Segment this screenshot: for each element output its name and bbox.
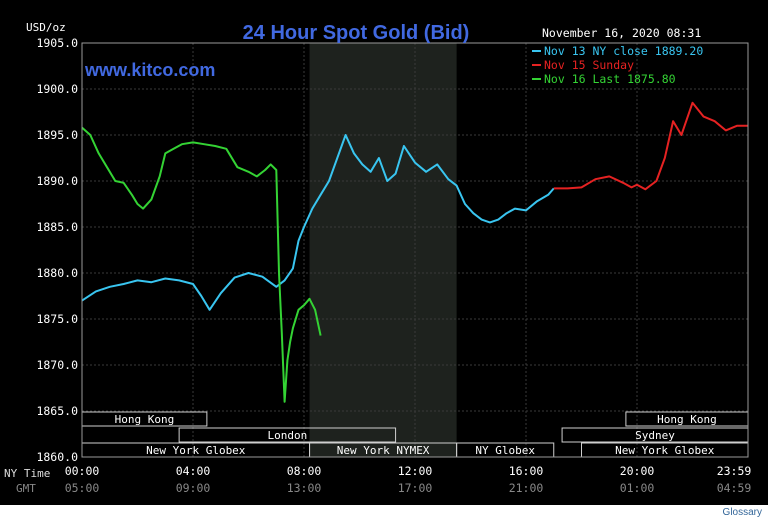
session-label: New York NYMEX — [337, 444, 430, 457]
x-tick-label-gmt: 04:59 — [717, 481, 752, 495]
gmt-label: GMT — [16, 482, 36, 495]
session-label: Hong Kong — [115, 413, 175, 426]
y-tick-label: 1870.0 — [36, 358, 78, 372]
glossary-link[interactable]: Glossary — [723, 507, 762, 517]
y-tick-label: 1905.0 — [36, 36, 78, 50]
session-label: London — [267, 429, 307, 442]
legend-entry: Nov 15 Sunday — [544, 58, 634, 72]
timestamp: November 16, 2020 08:31 — [542, 26, 701, 40]
price-series — [81, 101, 748, 403]
x-tick-label-gmt: 05:00 — [65, 481, 100, 495]
session-bars: Hong Kong Hong Kong London Sydney New York G… — [81, 411, 749, 458]
series-line — [81, 126, 322, 403]
plot-border — [81, 42, 749, 458]
x-tick-label-gmt: 13:00 — [287, 481, 322, 495]
x-tick-label-ny: 20:00 — [620, 464, 655, 478]
y-tick-label: 1875.0 — [36, 312, 78, 326]
x-tick-label-ny: 08:00 — [287, 464, 322, 478]
x-tick-label-gmt: 17:00 — [398, 481, 433, 495]
y-tick-label: 1865.0 — [36, 404, 78, 418]
x-tick-label-gmt: 09:00 — [176, 481, 211, 495]
series-line — [81, 134, 555, 311]
x-tick-label-ny: 23:59 — [717, 464, 752, 478]
chart-title: 24 Hour Spot Gold (Bid) — [243, 22, 470, 44]
session-label: Hong Kong — [657, 413, 717, 426]
session-bar-box — [178, 427, 397, 443]
x-tick-label-ny: 16:00 — [509, 464, 544, 478]
session-label: New York Globex — [615, 444, 715, 457]
y-tick-label: 1880.0 — [36, 266, 78, 280]
ny-time-label: NY Time — [4, 467, 50, 480]
session-label: Sydney — [635, 429, 675, 442]
watermark: www.kitco.com — [84, 60, 215, 80]
x-tick-label-ny: 04:00 — [176, 464, 211, 478]
session-label: NY Globex — [475, 444, 535, 457]
y-tick-label: 1895.0 — [36, 128, 78, 142]
y-axis-label: USD/oz — [26, 21, 66, 34]
x-tick-label-ny: 12:00 — [398, 464, 433, 478]
y-tick-label: 1885.0 — [36, 220, 78, 234]
session-label: New York Globex — [146, 444, 246, 457]
legend-entry: Nov 13 NY close 1889.20 — [544, 44, 703, 58]
x-tick-label-gmt: 21:00 — [509, 481, 544, 495]
y-tick-label: 1860.0 — [36, 450, 78, 464]
x-tick-label-ny: 00:00 — [65, 464, 100, 478]
y-tick-label: 1900.0 — [36, 82, 78, 96]
y-tick-labels: 1905.0 1900.0 1895.0 1890.0 1885.0 1880.0 1875… — [36, 36, 78, 464]
legend-entry: Nov 16 Last 1875.80 — [544, 72, 676, 86]
x-tick-label-gmt: 01:00 — [620, 481, 655, 495]
nymex-shaded-region — [309, 43, 457, 457]
x-tick-labels: 00:00 04:00 08:00 12:00 16:00 20:00 23:59 05:00… — [65, 464, 752, 495]
series-line — [553, 101, 748, 191]
y-tick-label: 1890.0 — [36, 174, 78, 188]
session-bar: London — [178, 427, 397, 443]
